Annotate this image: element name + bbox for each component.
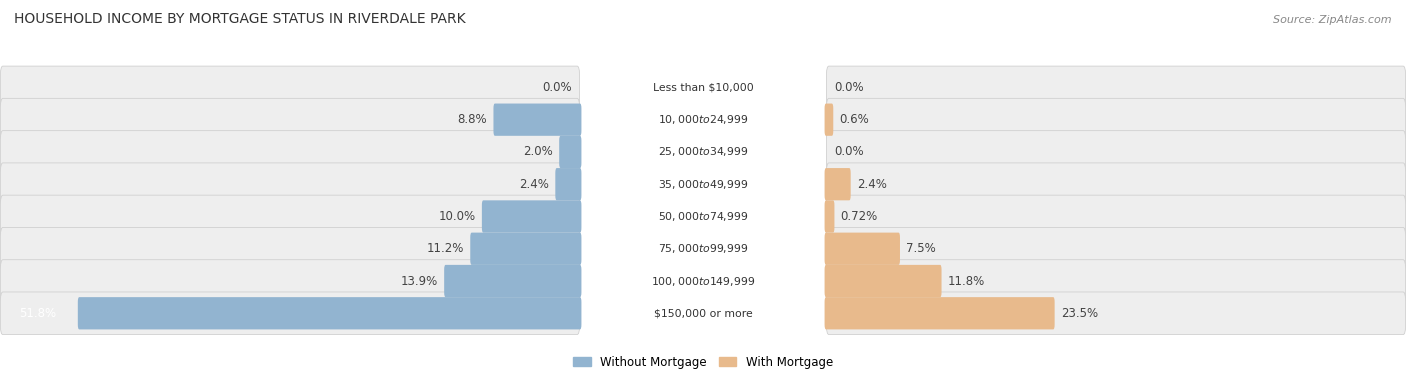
FancyBboxPatch shape	[827, 228, 1406, 270]
Text: 11.2%: 11.2%	[426, 242, 464, 255]
FancyBboxPatch shape	[77, 297, 582, 329]
FancyBboxPatch shape	[827, 260, 1406, 302]
Text: 8.8%: 8.8%	[457, 113, 488, 126]
FancyBboxPatch shape	[824, 104, 834, 136]
Text: $100,000 to $149,999: $100,000 to $149,999	[651, 274, 755, 288]
Text: 23.5%: 23.5%	[1062, 307, 1098, 320]
FancyBboxPatch shape	[824, 232, 900, 265]
FancyBboxPatch shape	[555, 168, 582, 200]
FancyBboxPatch shape	[0, 163, 579, 206]
Text: Less than $10,000: Less than $10,000	[652, 82, 754, 92]
FancyBboxPatch shape	[0, 98, 579, 141]
FancyBboxPatch shape	[824, 168, 851, 200]
FancyBboxPatch shape	[827, 98, 1406, 141]
Text: 0.0%: 0.0%	[834, 146, 863, 158]
Text: Source: ZipAtlas.com: Source: ZipAtlas.com	[1274, 15, 1392, 25]
Legend: Without Mortgage, With Mortgage: Without Mortgage, With Mortgage	[569, 352, 837, 372]
Text: 0.6%: 0.6%	[839, 113, 869, 126]
FancyBboxPatch shape	[444, 265, 582, 297]
FancyBboxPatch shape	[824, 265, 942, 297]
Text: 2.4%: 2.4%	[519, 178, 548, 191]
Text: $25,000 to $34,999: $25,000 to $34,999	[658, 146, 748, 158]
FancyBboxPatch shape	[824, 297, 1054, 329]
Text: 2.0%: 2.0%	[523, 146, 553, 158]
Text: 10.0%: 10.0%	[439, 210, 475, 223]
FancyBboxPatch shape	[0, 195, 579, 238]
FancyBboxPatch shape	[560, 136, 582, 168]
FancyBboxPatch shape	[482, 200, 582, 232]
FancyBboxPatch shape	[0, 260, 579, 302]
Text: $50,000 to $74,999: $50,000 to $74,999	[658, 210, 748, 223]
FancyBboxPatch shape	[827, 195, 1406, 238]
Text: 13.9%: 13.9%	[401, 274, 437, 288]
Text: 0.0%: 0.0%	[834, 81, 863, 94]
FancyBboxPatch shape	[827, 292, 1406, 335]
FancyBboxPatch shape	[0, 66, 579, 109]
Text: $10,000 to $24,999: $10,000 to $24,999	[658, 113, 748, 126]
FancyBboxPatch shape	[0, 131, 579, 173]
Text: 7.5%: 7.5%	[907, 242, 936, 255]
FancyBboxPatch shape	[0, 228, 579, 270]
Text: $75,000 to $99,999: $75,000 to $99,999	[658, 242, 748, 255]
Text: 2.4%: 2.4%	[856, 178, 887, 191]
Text: 11.8%: 11.8%	[948, 274, 986, 288]
Text: 0.72%: 0.72%	[841, 210, 877, 223]
FancyBboxPatch shape	[470, 232, 582, 265]
FancyBboxPatch shape	[827, 163, 1406, 206]
FancyBboxPatch shape	[494, 104, 582, 136]
Text: HOUSEHOLD INCOME BY MORTGAGE STATUS IN RIVERDALE PARK: HOUSEHOLD INCOME BY MORTGAGE STATUS IN R…	[14, 12, 465, 26]
FancyBboxPatch shape	[824, 200, 834, 232]
FancyBboxPatch shape	[827, 66, 1406, 109]
Text: 51.8%: 51.8%	[20, 307, 56, 320]
Text: $150,000 or more: $150,000 or more	[654, 308, 752, 318]
Text: $35,000 to $49,999: $35,000 to $49,999	[658, 178, 748, 191]
Text: 0.0%: 0.0%	[543, 81, 572, 94]
FancyBboxPatch shape	[827, 131, 1406, 173]
FancyBboxPatch shape	[0, 292, 579, 335]
